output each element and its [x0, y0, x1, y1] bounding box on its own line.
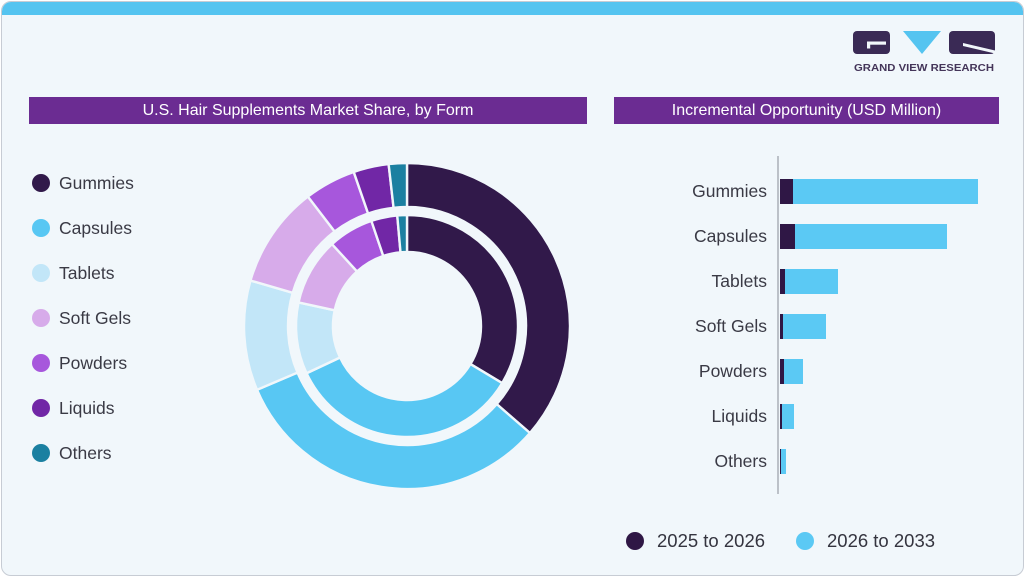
bar-row-tablets	[780, 269, 838, 294]
donut-legend-item-others: Others	[32, 441, 112, 465]
bar-segment-powders-2026-to-2033	[783, 359, 803, 384]
legend-label-soft-gels: Soft Gels	[59, 307, 131, 328]
bar-legend-item-2025-to-2026: 2025 to 2026	[626, 530, 766, 551]
bar-legend-label-2025-to-2026: 2025 to 2026	[657, 530, 766, 551]
legend-color-dot-soft-gels	[32, 309, 50, 327]
legend-label-others: Others	[59, 442, 112, 463]
bar-label-soft-gels: Soft Gels	[695, 316, 767, 336]
donut-segment-gummies-inner	[405, 213, 520, 385]
donut-title-bar: U.S. Hair Supplements Market Share, by F…	[29, 97, 587, 124]
bar-row-powders	[780, 359, 803, 384]
bars-title-bar: Incremental Opportunity (USD Million)	[614, 97, 999, 124]
legend-label-gummies: Gummies	[59, 172, 134, 193]
bar-label-tablets: Tablets	[711, 271, 767, 291]
donut-title: U.S. Hair Supplements Market Share, by F…	[142, 101, 474, 119]
donut-legend-item-gummies: Gummies	[32, 171, 134, 195]
donut-legend-item-tablets: Tablets	[32, 261, 114, 285]
bar-legend-dot-2025-to-2026	[626, 532, 644, 550]
bar-segment-others-2025-to-2026	[780, 449, 781, 474]
donut-legend-item-soft-gels: Soft Gels	[32, 306, 131, 330]
bar-segment-capsules-2026-to-2033	[794, 224, 948, 249]
donut-segment-capsules-inner	[304, 355, 504, 439]
bar-segment-capsules-2025-to-2026	[780, 224, 795, 249]
bar-row-liquids	[780, 404, 795, 429]
donut-legend-item-liquids: Liquids	[32, 396, 114, 420]
bar-segment-soft-gels-2026-to-2033	[783, 314, 827, 339]
bar-segment-gummies-2026-to-2033	[793, 179, 978, 204]
legend-label-tablets: Tablets	[59, 262, 115, 283]
bar-axis-line	[777, 156, 779, 494]
bar-segment-powders-2025-to-2026	[780, 359, 784, 384]
bar-label-powders: Powders	[698, 361, 767, 381]
gvr-logo-icon: GRAND VIEW RESEARCH	[853, 31, 995, 74]
bar-label-gummies: Gummies	[692, 181, 767, 201]
donut-segment-tablets-outer	[242, 279, 300, 392]
legend-label-capsules: Capsules	[59, 217, 132, 238]
legend-label-liquids: Liquids	[59, 397, 115, 418]
bar-legend-item-2026-to-2033: 2026 to 2033	[796, 530, 936, 551]
legend-color-dot-liquids	[32, 399, 50, 417]
bar-segment-others-2026-to-2033	[780, 449, 786, 474]
donut-legend-item-capsules: Capsules	[32, 216, 132, 240]
bar-label-capsules: Capsules	[694, 226, 767, 246]
donut-segment-gummies-outer	[405, 161, 572, 435]
bar-row-capsules	[780, 224, 948, 249]
legend-color-dot-powders	[32, 354, 50, 372]
bar-segment-liquids-2025-to-2026	[780, 404, 782, 429]
bar-row-soft-gels	[780, 314, 827, 339]
donut-legend-item-powders: Powders	[32, 351, 127, 375]
legend-color-dot-capsules	[32, 219, 50, 237]
bar-row-gummies	[780, 179, 978, 204]
bar-label-liquids: Liquids	[711, 406, 767, 426]
gvr-logo-text: GRAND VIEW RESEARCH	[854, 63, 994, 74]
bar-legend-label-2026-to-2033: 2026 to 2033	[827, 530, 936, 551]
bar-segment-gummies-2025-to-2026	[780, 179, 794, 204]
legend-color-dot-gummies	[32, 174, 50, 192]
bar-legend-dot-2026-to-2033	[796, 532, 814, 550]
donut-chart	[242, 161, 572, 491]
bar-segment-tablets-2025-to-2026	[780, 269, 785, 294]
donut-segment-others-inner	[395, 213, 409, 254]
gvr-logo: GRAND VIEW RESEARCH	[853, 31, 995, 75]
legend-color-dot-others	[32, 444, 50, 462]
bar-label-others: Others	[714, 451, 767, 471]
bar-row-others	[780, 449, 786, 474]
legend-color-dot-tablets	[32, 264, 50, 282]
top-accent-strip	[2, 2, 1023, 15]
bar-segment-liquids-2026-to-2033	[781, 404, 795, 429]
bar-segment-tablets-2026-to-2033	[784, 269, 838, 294]
donut-segment-others-outer	[387, 161, 409, 210]
legend-label-powders: Powders	[59, 352, 128, 373]
bar-segment-soft-gels-2025-to-2026	[780, 314, 784, 339]
bars-title: Incremental Opportunity (USD Million)	[671, 101, 942, 119]
